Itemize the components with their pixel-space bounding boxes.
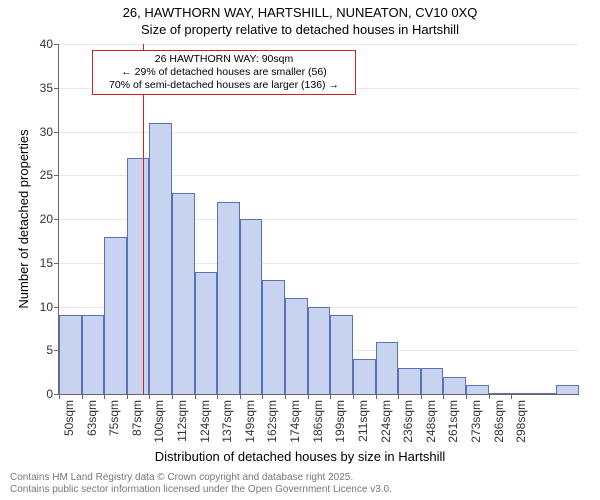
xtick-label: 162sqm bbox=[265, 400, 279, 443]
xtick-mark bbox=[217, 394, 218, 399]
xtick-label: 137sqm bbox=[220, 400, 234, 443]
xtick-mark bbox=[353, 394, 354, 399]
xtick-mark bbox=[59, 394, 60, 399]
footer-line-2: Contains public sector information licen… bbox=[10, 484, 392, 496]
xtick-label: 236sqm bbox=[401, 400, 415, 443]
ytick-label: 10 bbox=[40, 300, 59, 314]
footer-line-1: Contains HM Land Registry data © Crown c… bbox=[10, 472, 392, 484]
xtick-mark bbox=[308, 394, 309, 399]
xtick-mark bbox=[195, 394, 196, 399]
ytick-label: 15 bbox=[40, 256, 59, 270]
xtick-mark bbox=[285, 394, 286, 399]
ytick-label: 25 bbox=[40, 168, 59, 182]
chart-container: 26, HAWTHORN WAY, HARTSHILL, NUNEATON, C… bbox=[0, 0, 600, 500]
histogram-bar bbox=[556, 385, 579, 394]
histogram-bar bbox=[421, 368, 444, 394]
ytick-label: 5 bbox=[46, 343, 59, 357]
histogram-bar bbox=[308, 307, 331, 395]
histogram-bar bbox=[443, 377, 466, 395]
gridline bbox=[59, 44, 579, 45]
xtick-label: 211sqm bbox=[356, 400, 370, 442]
xtick-label: 87sqm bbox=[130, 400, 144, 436]
histogram-bar bbox=[82, 315, 105, 394]
ytick-label: 40 bbox=[40, 37, 59, 51]
xtick-label: 273sqm bbox=[469, 400, 483, 443]
ytick-label: 35 bbox=[40, 81, 59, 95]
title-line-2: Size of property relative to detached ho… bbox=[0, 22, 600, 39]
xtick-mark bbox=[262, 394, 263, 399]
xtick-label: 112sqm bbox=[175, 400, 189, 442]
y-axis-label: Number of detached properties bbox=[16, 129, 31, 308]
xtick-label: 261sqm bbox=[446, 400, 460, 443]
xtick-label: 298sqm bbox=[514, 400, 528, 443]
title-line-1: 26, HAWTHORN WAY, HARTSHILL, NUNEATON, C… bbox=[0, 5, 600, 22]
annotation-box: 26 HAWTHORN WAY: 90sqm ← 29% of detached… bbox=[92, 50, 356, 95]
histogram-bar bbox=[376, 342, 399, 395]
xtick-mark bbox=[421, 394, 422, 399]
xtick-mark bbox=[82, 394, 83, 399]
footer-attribution: Contains HM Land Registry data © Crown c… bbox=[10, 472, 392, 496]
xtick-label: 75sqm bbox=[107, 400, 121, 436]
xtick-label: 248sqm bbox=[424, 400, 438, 443]
histogram-bar bbox=[262, 280, 285, 394]
xtick-label: 63sqm bbox=[85, 400, 99, 436]
ytick-label: 30 bbox=[40, 125, 59, 139]
xtick-mark bbox=[511, 394, 512, 399]
x-axis-label: Distribution of detached houses by size … bbox=[0, 449, 600, 464]
xtick-mark bbox=[489, 394, 490, 399]
xtick-label: 124sqm bbox=[198, 400, 212, 443]
xtick-mark bbox=[149, 394, 150, 399]
histogram-bar bbox=[127, 158, 150, 394]
xtick-label: 199sqm bbox=[333, 400, 347, 443]
histogram-bar bbox=[104, 237, 127, 395]
histogram-bar bbox=[398, 368, 421, 394]
histogram-bar bbox=[149, 123, 172, 394]
histogram-bar bbox=[353, 359, 376, 394]
xtick-mark bbox=[240, 394, 241, 399]
xtick-mark bbox=[172, 394, 173, 399]
annotation-line-3: 70% of semi-detached houses are larger (… bbox=[97, 79, 351, 92]
histogram-bar bbox=[240, 219, 263, 394]
annotation-line-2: ← 29% of detached houses are smaller (56… bbox=[97, 66, 351, 79]
histogram-bar bbox=[466, 385, 489, 394]
xtick-mark bbox=[127, 394, 128, 399]
xtick-label: 186sqm bbox=[311, 400, 325, 443]
xtick-mark bbox=[466, 394, 467, 399]
histogram-bar bbox=[285, 298, 308, 394]
histogram-bar bbox=[534, 393, 557, 394]
histogram-bar bbox=[511, 393, 534, 394]
ytick-label: 20 bbox=[40, 212, 59, 226]
ytick-label: 0 bbox=[46, 387, 59, 401]
xtick-label: 50sqm bbox=[62, 400, 76, 436]
histogram-bar bbox=[330, 315, 353, 394]
reference-line bbox=[143, 44, 144, 394]
xtick-label: 224sqm bbox=[379, 400, 393, 443]
annotation-line-1: 26 HAWTHORN WAY: 90sqm bbox=[97, 53, 351, 66]
chart-title: 26, HAWTHORN WAY, HARTSHILL, NUNEATON, C… bbox=[0, 5, 600, 39]
histogram-bar bbox=[172, 193, 195, 394]
xtick-label: 100sqm bbox=[152, 400, 166, 443]
xtick-mark bbox=[376, 394, 377, 399]
xtick-label: 149sqm bbox=[243, 400, 257, 443]
histogram-bar bbox=[489, 393, 512, 394]
xtick-label: 286sqm bbox=[492, 400, 506, 443]
xtick-mark bbox=[443, 394, 444, 399]
xtick-mark bbox=[104, 394, 105, 399]
xtick-mark bbox=[398, 394, 399, 399]
xtick-label: 174sqm bbox=[288, 400, 302, 443]
histogram-bar bbox=[195, 272, 218, 395]
gridline bbox=[59, 132, 579, 133]
histogram-bar bbox=[217, 202, 240, 395]
plot-area: 051015202530354050sqm63sqm75sqm87sqm100s… bbox=[58, 44, 579, 395]
xtick-mark bbox=[330, 394, 331, 399]
histogram-bar bbox=[59, 315, 82, 394]
